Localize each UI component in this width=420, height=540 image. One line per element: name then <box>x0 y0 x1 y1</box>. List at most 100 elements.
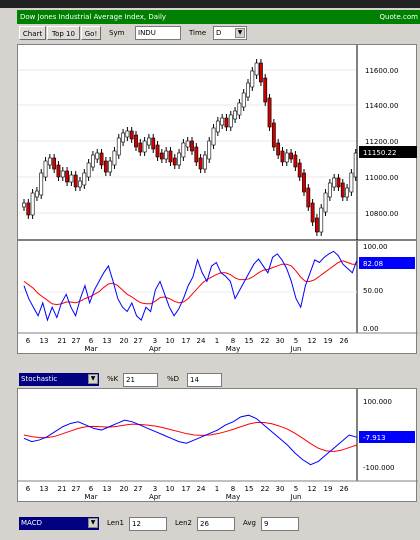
avg-input[interactable]: 9 <box>261 517 299 531</box>
candle <box>297 159 302 181</box>
date-tick-label: 13 <box>40 485 49 493</box>
candle <box>228 111 233 131</box>
date-tick-label: 6 <box>26 485 31 493</box>
candle <box>237 99 242 119</box>
candle <box>108 157 113 176</box>
stochastic-chart-panel: 100.00 50.00 0.00 82.08 6 13 21 27 6 13 20 27 3 1… <box>17 240 418 354</box>
month-tick-label: Jun <box>290 345 302 353</box>
date-tick-label: 13 <box>40 337 49 345</box>
candle <box>340 179 345 201</box>
k-input[interactable]: 21 <box>123 373 158 387</box>
date-tick-label: 10 <box>166 337 175 345</box>
macd-settings-bar: MACD ▼ Len1 12 Len2 26 Avg 9 <box>17 516 420 532</box>
date-tick-label: 17 <box>182 337 191 345</box>
stoch-last-value: 82.08 <box>363 260 383 268</box>
date-tick-label: 1 <box>215 485 219 493</box>
candle <box>302 169 306 196</box>
date-tick-label: 20 <box>120 337 129 345</box>
price-tick-label: 10800.00 <box>365 210 398 218</box>
candle <box>254 59 259 79</box>
month-tick-label: May <box>226 493 240 501</box>
date-tick-label: 8 <box>231 485 235 493</box>
macd-last-value: -7.913 <box>363 434 386 442</box>
len1-input[interactable]: 12 <box>129 517 167 531</box>
go-button[interactable]: Go! <box>81 26 101 40</box>
candle <box>73 171 78 191</box>
len1-label: Len1 <box>107 519 124 527</box>
date-tick-label: 13 <box>103 337 112 345</box>
top-strip <box>0 0 420 8</box>
date-tick-label: 6 <box>26 337 31 345</box>
candle <box>172 154 177 169</box>
d-input[interactable]: 14 <box>187 373 222 387</box>
price-chart-panel: 11600.00 11400.00 11200.00 11000.00 1080… <box>17 44 417 241</box>
date-tick-label: 27 <box>72 337 81 345</box>
candle <box>142 137 147 156</box>
candle <box>147 134 151 149</box>
time-label: Time <box>189 29 207 37</box>
time-select[interactable]: D ▼ <box>213 26 247 40</box>
sym-label: Sym <box>109 29 125 37</box>
date-tick-label: 6 <box>89 337 94 345</box>
chevron-down-icon[interactable]: ▼ <box>88 374 98 384</box>
candle <box>215 117 220 136</box>
date-tick-label: 8 <box>231 337 235 345</box>
stoch-tick-label: 100.00 <box>363 243 388 251</box>
chevron-down-icon[interactable]: ▼ <box>235 28 245 38</box>
stoch-tick-label: 0.00 <box>363 325 379 333</box>
month-tick-label: Mar <box>84 493 97 501</box>
symbol-input[interactable]: INDU <box>135 26 181 40</box>
indicator-select-1-value: Stochastic <box>21 375 58 383</box>
date-tick-label: 3 <box>153 337 157 345</box>
candle <box>78 177 82 191</box>
candle <box>280 147 285 166</box>
indicator-select-2[interactable]: MACD ▼ <box>19 517 99 530</box>
date-tick-label: 5 <box>294 485 298 493</box>
date-tick-label: 21 <box>58 337 67 345</box>
candle <box>155 141 160 161</box>
candle <box>138 139 143 156</box>
top10-button[interactable]: Top 10 <box>47 26 80 40</box>
title-bar: Dow Jones Industrial Average Index, Dail… <box>17 10 420 24</box>
candle <box>211 124 216 149</box>
toolbar: Chart Top 10 Go! Sym INDU Time D ▼ <box>17 25 420 42</box>
date-tick-label: 13 <box>103 485 112 493</box>
price-chart: 11600.00 11400.00 11200.00 11000.00 1080… <box>18 45 417 241</box>
candle <box>194 143 199 166</box>
indicator-select-1[interactable]: Stochastic ▼ <box>19 373 99 386</box>
candle <box>233 107 237 123</box>
date-tick-label: 3 <box>153 485 157 493</box>
candle <box>345 184 349 201</box>
date-tick-label: 19 <box>324 337 333 345</box>
candle <box>65 167 69 186</box>
time-value: D <box>216 29 222 37</box>
candle <box>30 189 35 219</box>
candle <box>159 149 164 163</box>
price-last-value: 11150.22 <box>363 149 396 157</box>
date-tick-label: 30 <box>276 337 285 345</box>
date-tick-label: 6 <box>89 485 94 493</box>
candle <box>263 74 268 106</box>
chart-button[interactable]: Chart <box>19 26 46 40</box>
price-tick-label: 11600.00 <box>365 67 398 75</box>
candle <box>103 157 108 176</box>
candle <box>306 184 311 211</box>
date-tick-label: 27 <box>72 485 81 493</box>
candle <box>198 154 203 173</box>
price-last-badge <box>359 146 417 158</box>
candle <box>323 189 328 216</box>
month-tick-label: Apr <box>149 493 161 501</box>
candle <box>22 199 26 211</box>
candle <box>86 159 91 181</box>
date-tick-label: 15 <box>245 337 254 345</box>
macd-last-badge <box>359 431 415 443</box>
candle <box>129 127 134 143</box>
candle <box>241 89 246 111</box>
chevron-down-icon[interactable]: ▼ <box>88 518 98 528</box>
candle <box>293 151 298 171</box>
candle <box>246 79 250 101</box>
len2-input[interactable]: 26 <box>197 517 235 531</box>
candle <box>168 147 173 166</box>
candle <box>60 167 65 181</box>
candle <box>43 157 48 181</box>
